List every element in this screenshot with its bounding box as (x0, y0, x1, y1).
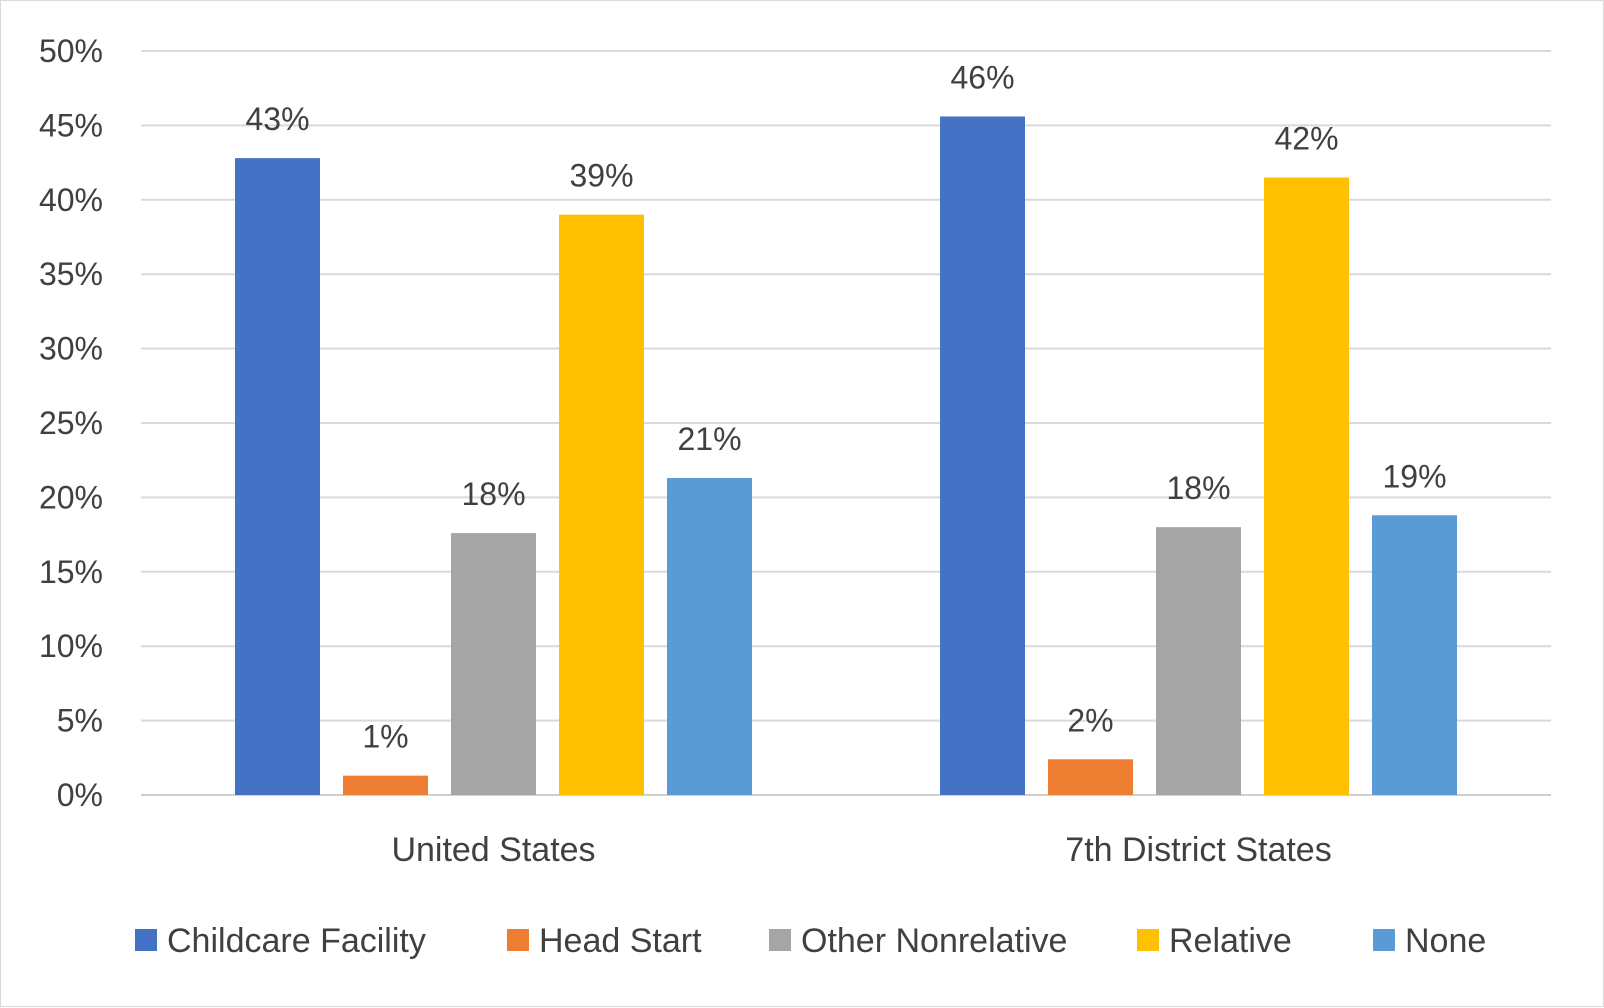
data-label: 1% (362, 719, 408, 755)
gridlines (141, 50, 1551, 796)
y-tick-label: 5% (57, 703, 103, 739)
y-tick-label: 0% (57, 777, 103, 813)
bar-childcare-facility-1 (940, 116, 1025, 796)
bar-none-1 (1372, 515, 1457, 795)
bar-other-nonrelative-1 (1156, 527, 1241, 795)
y-tick-label: 50% (39, 33, 103, 69)
y-tick-label: 45% (39, 107, 103, 143)
y-tick-label: 35% (39, 256, 103, 292)
y-tick-label: 15% (39, 554, 103, 590)
legend-label: Childcare Facility (167, 922, 426, 960)
bar-childcare-facility-0 (235, 158, 320, 796)
bar-other-nonrelative-0 (451, 533, 536, 795)
bar-none-0 (667, 478, 752, 795)
legend-label: Relative (1169, 922, 1292, 960)
data-label: 2% (1067, 702, 1113, 738)
x-axis-category-labels: United States 7th District States (391, 831, 1331, 869)
data-label: 18% (461, 476, 525, 512)
y-tick-label: 25% (39, 405, 103, 441)
legend-label: Other Nonrelative (801, 922, 1067, 960)
data-label: 19% (1382, 458, 1446, 494)
y-tick-label: 40% (39, 182, 103, 218)
data-label: 43% (245, 101, 309, 137)
data-label: 42% (1274, 120, 1338, 156)
data-labels: 43% 1% 18% 39% 21% 46% 2% 18% 42% 19% (245, 59, 1446, 754)
y-tick-label: 10% (39, 628, 103, 664)
legend-label: Head Start (539, 922, 702, 960)
bar-relative-0 (559, 214, 644, 795)
legend-swatch (135, 929, 157, 951)
legend: Childcare Facility Head Start Other Nonrel… (135, 922, 1486, 960)
legend-swatch (769, 929, 791, 951)
legend-swatch (1137, 929, 1159, 951)
legend-swatch (1373, 929, 1395, 951)
y-tick-label: 20% (39, 479, 103, 515)
bar-relative-1 (1264, 177, 1349, 796)
legend-swatch (507, 929, 529, 951)
x-category-label: 7th District States (1065, 831, 1331, 869)
y-axis-tick-labels: 0% 5% 10% 15% 20% 25% 30% 35% 40% 45% 50% (39, 33, 103, 813)
data-label: 46% (950, 59, 1014, 95)
data-label: 21% (677, 421, 741, 457)
bar-head-start-1 (1048, 759, 1133, 795)
bars (235, 116, 1457, 796)
data-label: 18% (1166, 470, 1230, 506)
legend-label: None (1405, 922, 1486, 960)
bar-head-start-0 (343, 775, 428, 795)
x-category-label: United States (391, 831, 595, 869)
y-tick-label: 30% (39, 331, 103, 367)
data-label: 39% (569, 158, 633, 194)
